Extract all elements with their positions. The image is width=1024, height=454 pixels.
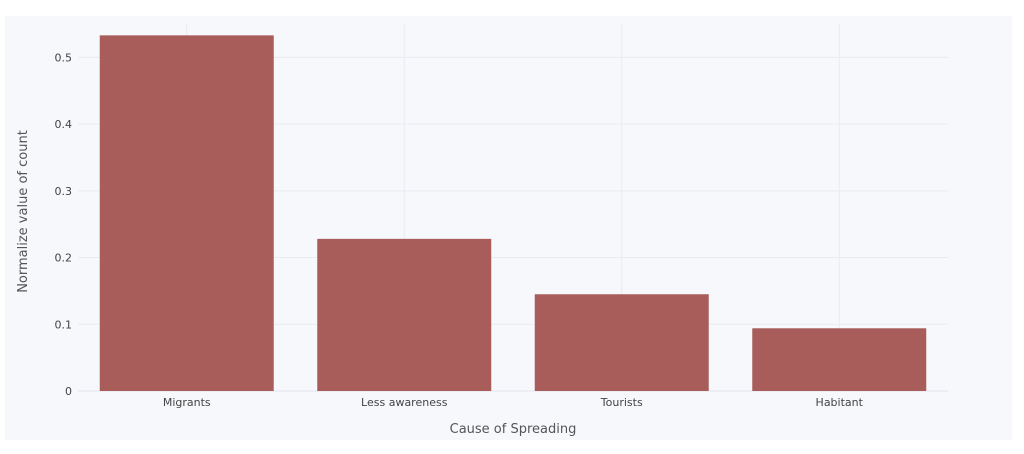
bars [99,35,927,392]
y-tick-label: 0.1 [55,318,73,331]
bar [752,328,927,391]
y-tick-label: 0 [65,385,72,398]
y-tick-label: 0.3 [55,185,73,198]
x-axis-title: Cause of Spreading [450,422,577,437]
y-tick-label: 0.5 [55,51,73,64]
x-tick-label: Tourists [600,396,643,409]
bar [534,294,709,391]
bar [317,238,492,391]
y-tick-label: 0.2 [55,252,73,265]
x-axis-ticks: Migrants Less awareness Tourists Habitant [163,396,864,409]
y-tick-label: 0.4 [55,118,73,131]
bar [99,35,274,392]
x-tick-label: Migrants [163,396,211,409]
y-axis-title: Normalize value of count [16,130,31,293]
x-tick-label: Habitant [816,396,864,409]
x-tick-label: Less awareness [361,396,448,409]
y-axis-ticks: 0 0.1 0.2 0.3 0.4 0.5 [55,51,73,398]
